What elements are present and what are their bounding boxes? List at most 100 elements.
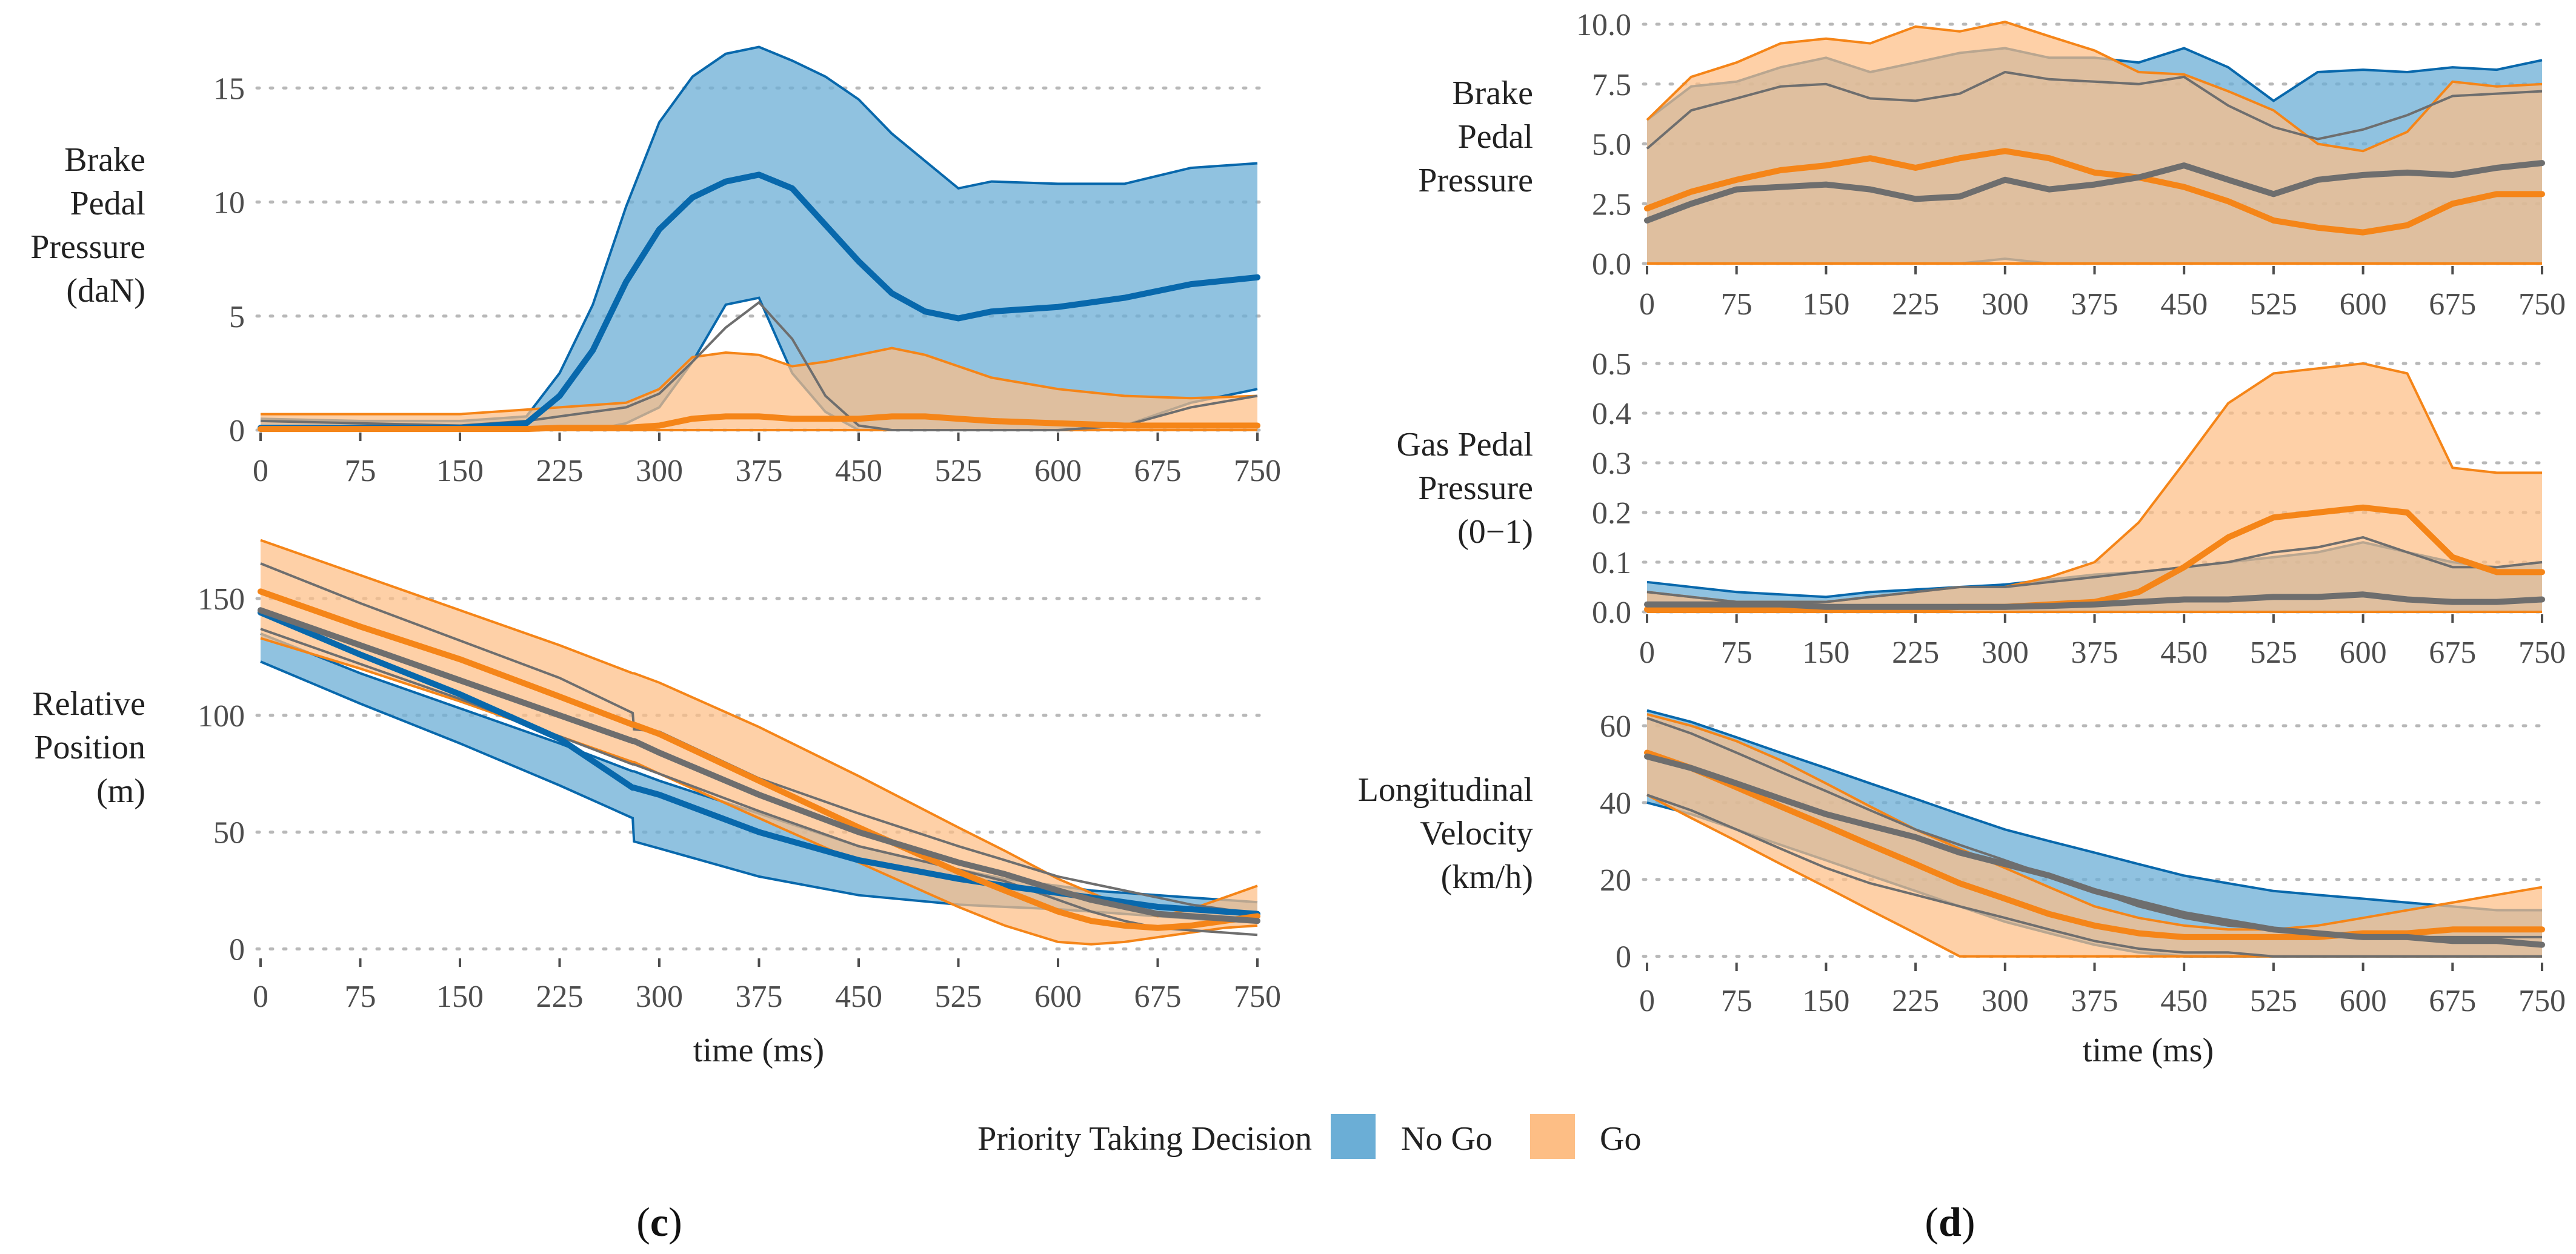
line-gray-band-edge bbox=[260, 300, 1258, 431]
y-tick-label: 10 bbox=[213, 186, 245, 221]
x-tick-label: 675 bbox=[1134, 454, 1182, 488]
x-tick-label: 150 bbox=[1802, 635, 1849, 670]
x-tick-label: 525 bbox=[935, 454, 982, 488]
y-tick-label: 0 bbox=[1616, 940, 1631, 975]
x-tick-label: 525 bbox=[2250, 635, 2297, 670]
y-tick-label: 15 bbox=[213, 71, 245, 106]
y-tick-label: 0 bbox=[229, 932, 245, 967]
y-tick-label: 60 bbox=[1600, 709, 1631, 744]
y-tick-label: 7.5 bbox=[1592, 68, 1631, 102]
x-tick-label: 225 bbox=[1892, 984, 1939, 1018]
x-tick-label: 75 bbox=[345, 980, 376, 1014]
x-tick-label: 600 bbox=[1034, 454, 1082, 488]
x-tick-label: 300 bbox=[636, 454, 683, 488]
mean-line-go-mean bbox=[258, 413, 1260, 433]
x-tick-label: 675 bbox=[2429, 984, 2476, 1018]
y-tick-label: 0.5 bbox=[1592, 347, 1631, 382]
x-tick-label: 0 bbox=[253, 980, 268, 1014]
ylabel-line-2: Pressure bbox=[1418, 469, 1533, 507]
mean-line-no-go-mean bbox=[258, 171, 1260, 431]
x-tick-label: 225 bbox=[1892, 635, 1939, 670]
line-gray-band-lower bbox=[1646, 794, 2542, 958]
ylabel-line-1: Gas Pedal bbox=[1396, 426, 1533, 463]
y-tick-label: 2.5 bbox=[1592, 187, 1631, 222]
x-tick-label: 150 bbox=[436, 980, 484, 1014]
x-tick-label: 0 bbox=[1639, 635, 1655, 670]
band-upper-edge-no-go bbox=[260, 45, 1258, 422]
y-tick-label: 0.1 bbox=[1592, 546, 1631, 580]
legend-swatch-no-go bbox=[1330, 1113, 1377, 1160]
y-tick-label: 10.0 bbox=[1576, 8, 1631, 42]
ylabel-line-1: Brake bbox=[64, 141, 145, 179]
chart-brake-pedal-pressure-d: 0.0 2.5 5.0 7.5 10.0 0 75 150 225 300 375 450 525 600… bbox=[1418, 8, 2566, 322]
y-tick-label: 5 bbox=[229, 300, 245, 334]
x-tick-label: 600 bbox=[2340, 984, 2387, 1018]
x-tick-label: 225 bbox=[536, 980, 584, 1014]
panel-label-d: (d) bbox=[1925, 1199, 1975, 1245]
ylabel-line-2: Pedal bbox=[70, 185, 145, 222]
ylabel-line-3: Pressure bbox=[30, 228, 145, 266]
mean-line-go-mean bbox=[1644, 749, 2545, 940]
x-tick-label: 750 bbox=[2518, 984, 2566, 1018]
y-tick-label: 5.0 bbox=[1592, 128, 1631, 162]
x-tick-label: 450 bbox=[835, 980, 882, 1014]
ylabel-line-1: Longitudinal bbox=[1358, 771, 1533, 809]
x-tick-label: 300 bbox=[1982, 635, 2029, 670]
x-tick-label: 675 bbox=[2429, 635, 2476, 670]
y-tick-label: 0.0 bbox=[1592, 595, 1631, 630]
x-tick-label: 150 bbox=[436, 454, 484, 488]
x-tick-label: 750 bbox=[2518, 635, 2566, 670]
ylabel-line-3: (0−1) bbox=[1457, 513, 1533, 551]
band-go bbox=[1647, 22, 2542, 264]
y-tick-label: 0.3 bbox=[1592, 446, 1631, 481]
band-go bbox=[1647, 714, 2542, 957]
ylabel-line-1: Relative bbox=[32, 685, 145, 723]
line-gray-band-upper bbox=[1646, 70, 2543, 150]
y-tick-label: 20 bbox=[1600, 863, 1631, 898]
mean-line-gray-mean bbox=[258, 607, 1260, 924]
band-upper-edge-go bbox=[1646, 21, 2543, 153]
x-tick-label: 675 bbox=[1134, 980, 1182, 1014]
legend-label-no-go: No Go bbox=[1401, 1120, 1493, 1158]
x-tick-label: 75 bbox=[345, 454, 376, 488]
x-tick-label: 525 bbox=[2250, 984, 2297, 1018]
x-tick-label: 450 bbox=[2160, 635, 2208, 670]
x-tick-label: 0 bbox=[253, 454, 268, 488]
x-tick-label: 600 bbox=[2340, 635, 2387, 670]
ylabel-line-4: (daN) bbox=[66, 272, 145, 310]
x-tick-label: 300 bbox=[636, 980, 683, 1014]
chart-gas-pedal-pressure-d: 0.0 0.1 0.2 0.3 0.4 0.5 0 75 150 225 300 375 450 525 6… bbox=[1396, 347, 2566, 670]
line-gray-band-upper bbox=[260, 562, 1258, 915]
x-tick-label: 750 bbox=[1234, 980, 1281, 1014]
x-tick-label: 75 bbox=[1721, 287, 1752, 322]
x-tick-label: 600 bbox=[1034, 980, 1082, 1014]
x-tick-label: 75 bbox=[1721, 984, 1752, 1018]
x-tick-label: 750 bbox=[2518, 287, 2566, 322]
mean-line-no-go-mean bbox=[258, 609, 1260, 917]
y-tick-label: 40 bbox=[1600, 786, 1631, 821]
ylabel-line-1: Brake bbox=[1452, 75, 1533, 112]
xlabel: time (ms) bbox=[693, 1032, 824, 1069]
ylabel-line-2: Position bbox=[34, 729, 145, 766]
x-tick-label: 375 bbox=[2071, 287, 2118, 322]
band-no-go bbox=[261, 47, 1257, 430]
mean-line-gray-mean bbox=[1644, 160, 2545, 224]
band-go bbox=[1647, 363, 2542, 612]
x-tick-label: 525 bbox=[935, 980, 982, 1014]
band-go bbox=[261, 540, 1257, 944]
x-tick-label: 600 bbox=[2340, 287, 2387, 322]
x-tick-label: 750 bbox=[1234, 454, 1281, 488]
panel-label-c: (c) bbox=[636, 1199, 682, 1245]
legend-label-go: Go bbox=[1600, 1120, 1641, 1158]
x-tick-label: 450 bbox=[835, 454, 882, 488]
x-tick-label: 225 bbox=[1892, 287, 1939, 322]
mean-line-gray-mean bbox=[1644, 753, 2545, 948]
x-tick-label: 75 bbox=[1721, 635, 1752, 670]
x-tick-label: 375 bbox=[2071, 635, 2118, 670]
ylabel-line-2: Velocity bbox=[1420, 815, 1533, 852]
x-tick-label: 450 bbox=[2160, 287, 2208, 322]
x-tick-label: 150 bbox=[1802, 287, 1849, 322]
